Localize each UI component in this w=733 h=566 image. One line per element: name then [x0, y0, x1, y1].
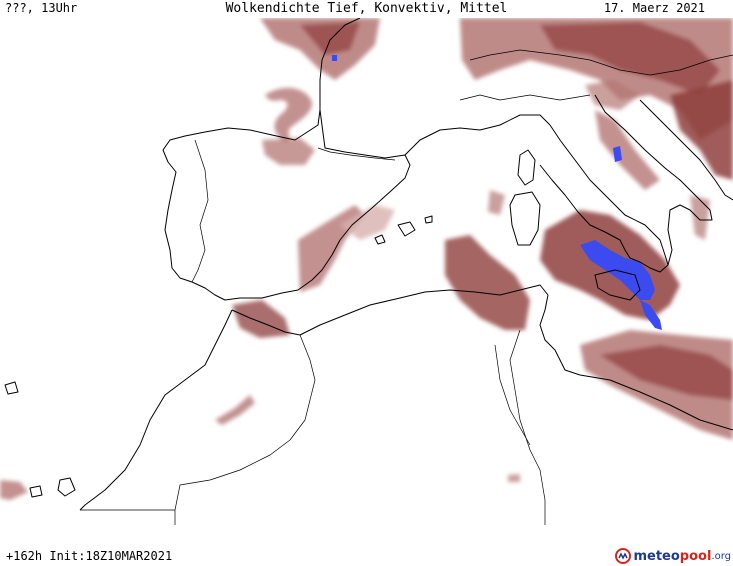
precip-patch	[580, 240, 655, 300]
logo-text-pool: pool	[679, 548, 712, 564]
border	[459, 94, 591, 101]
cloud-patch	[488, 190, 505, 215]
logo-text-org: .org	[711, 550, 731, 562]
forecast-date: 17. Maerz 2021	[603, 1, 705, 15]
precip-patch	[640, 300, 662, 330]
cloud-patch	[340, 205, 395, 240]
balearic-coast	[397, 221, 416, 237]
cloud-patch	[232, 300, 290, 338]
coastline-layer	[4, 18, 733, 525]
cloud-patch	[600, 345, 733, 400]
cloud-patch	[585, 80, 640, 110]
france-coast	[319, 18, 361, 110]
cloud-patch	[262, 138, 315, 165]
canary-coast	[29, 485, 43, 498]
precipitation-layer	[332, 55, 662, 330]
meteopool-logo[interactable]: meteo pool .org	[615, 546, 731, 566]
cloud-patch	[300, 22, 360, 55]
meteopool-logo-icon	[615, 548, 632, 564]
libya-coast	[579, 374, 733, 431]
logo-text-meteo: meteo	[633, 548, 680, 564]
cloud-patch	[670, 80, 733, 180]
map-header: ???, 13Uhr Wolkendichte Tief, Konvektiv,…	[0, 0, 733, 18]
north-africa-coast	[231, 284, 549, 336]
corsica-coast	[517, 149, 536, 186]
italy-coast	[539, 124, 669, 273]
cloud-patch	[215, 395, 255, 425]
cloud-patch	[595, 110, 660, 190]
cloud-patch	[265, 87, 312, 142]
cloud-patch	[540, 22, 720, 95]
weather-map	[0, 18, 733, 525]
canary-coast	[57, 477, 76, 497]
sardinia-coast	[509, 191, 541, 246]
forecast-time-label: ???, 13Uhr	[5, 1, 78, 15]
balearic-coast	[374, 234, 386, 245]
border	[494, 344, 531, 446]
border	[191, 139, 209, 283]
model-run-info: +162h Init:18Z10MAR2021	[6, 549, 173, 563]
sicily-coast	[594, 269, 641, 301]
balearic-coast	[424, 215, 433, 224]
map-title: Wolkendichte Tief, Konvektiv, Mittel	[225, 1, 508, 16]
balkan-coast	[639, 99, 733, 201]
cloud-patch	[508, 474, 520, 482]
precip-patch	[613, 146, 622, 162]
iberia-coast	[162, 109, 411, 301]
italy-east-coast	[594, 94, 713, 266]
cloud-patch	[690, 195, 710, 240]
border	[317, 147, 396, 161]
cloud-patch	[0, 480, 28, 500]
border	[509, 329, 546, 525]
border	[174, 334, 316, 525]
france-med-coast	[404, 114, 551, 156]
cloud-patch	[445, 235, 530, 330]
north-africa-coast	[79, 309, 233, 511]
canary-coast	[4, 381, 19, 395]
precip-patch	[332, 55, 337, 61]
map-footer: +162h Init:18Z10MAR2021 meteo pool .org	[0, 545, 733, 566]
border	[469, 49, 733, 76]
tunisia-coast	[539, 294, 581, 376]
